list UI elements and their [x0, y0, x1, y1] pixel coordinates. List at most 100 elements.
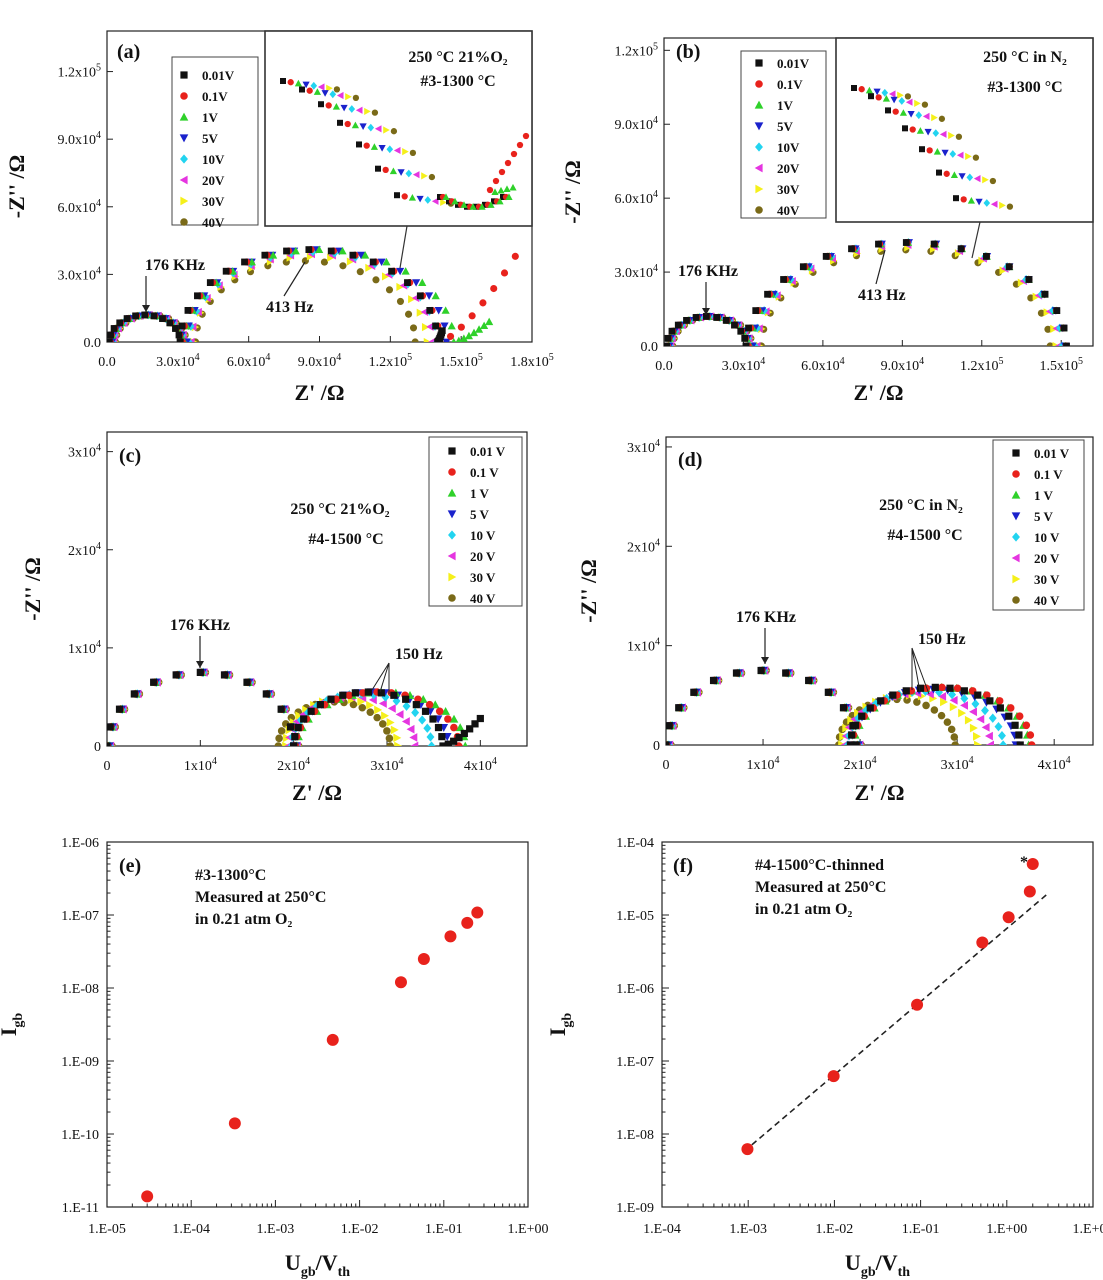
data-point — [150, 678, 158, 686]
panel-label: (f) — [673, 855, 693, 877]
data-point — [1016, 741, 1024, 745]
data-point — [468, 312, 476, 320]
data-point — [150, 312, 158, 320]
data-point — [702, 313, 710, 320]
data-point — [903, 696, 911, 704]
inset-point — [326, 84, 333, 92]
data-point — [722, 316, 730, 324]
inset-point — [1006, 203, 1014, 210]
inset-point — [953, 195, 959, 202]
inset-point — [416, 195, 424, 203]
data-points — [107, 667, 484, 746]
inset-point — [943, 170, 950, 177]
annotation-arrow — [911, 647, 921, 693]
x-tick-label: 1.E-02 — [341, 1222, 379, 1237]
data-point — [315, 245, 324, 254]
legend-label: 30 V — [1034, 572, 1060, 587]
legend-label: 5 V — [470, 507, 490, 522]
legend-marker — [180, 92, 188, 100]
data-point — [408, 295, 416, 304]
annotation-arrowhead — [761, 657, 769, 664]
data-point — [930, 706, 939, 714]
inset-point — [938, 115, 946, 122]
frequency-annotation: 413 Hz — [858, 287, 906, 304]
x-tick-label: 4x104 — [1038, 755, 1071, 773]
data-point — [877, 697, 885, 705]
data-point — [358, 703, 367, 712]
inset-text: #3-1300 °C — [987, 79, 1062, 96]
data-point — [385, 734, 394, 743]
legend-label: 20 V — [1034, 551, 1060, 566]
inset-point — [904, 93, 912, 100]
data-point — [412, 279, 421, 287]
data-point — [196, 668, 204, 677]
data-point — [782, 669, 790, 677]
data-point — [986, 740, 994, 745]
y-tick-label: 0.0 — [84, 336, 102, 351]
inset-point — [875, 94, 882, 101]
data-point — [937, 711, 946, 720]
data-point — [854, 708, 862, 718]
data-point — [287, 713, 296, 722]
inset-point — [881, 88, 889, 97]
data-point — [283, 247, 290, 255]
y-tick-label: 2x104 — [627, 537, 660, 555]
x-tick-label: 1.5x105 — [439, 352, 483, 370]
data-point — [429, 715, 437, 723]
data-point — [1046, 342, 1054, 346]
inset-point — [966, 173, 974, 182]
data-point — [418, 715, 427, 725]
condition-text: 250 °C 21%O₂ — [290, 501, 389, 518]
inset-point — [972, 154, 980, 161]
legend-label: 0.01 V — [470, 444, 506, 459]
data-point — [327, 695, 335, 703]
data-point — [875, 240, 882, 248]
data-point — [426, 732, 435, 742]
data-point — [459, 334, 468, 342]
inset-point — [364, 107, 371, 116]
data-point — [409, 324, 418, 332]
inset-point — [386, 145, 394, 154]
inset-point — [522, 132, 530, 140]
legend-marker — [1012, 532, 1020, 542]
data-point — [846, 741, 854, 745]
data-point — [981, 705, 989, 716]
data-point — [455, 336, 462, 342]
data-point — [490, 284, 498, 293]
inset-point — [999, 201, 1006, 209]
data-point — [957, 245, 965, 253]
inset-pointer — [399, 225, 408, 269]
inset-point — [926, 147, 933, 154]
x-tick-label: 4x104 — [464, 756, 497, 774]
x-tick-label: 3.0x104 — [722, 356, 766, 374]
y-axis-label: -Z'' /Ω — [560, 160, 585, 223]
inset-point — [478, 203, 486, 210]
legend-marker — [448, 572, 457, 582]
data-point — [243, 678, 251, 686]
legend-label: 1V — [777, 98, 794, 113]
legend-marker — [180, 71, 188, 79]
inset-point — [505, 193, 513, 200]
inset-point — [982, 176, 989, 184]
panel-label: (d) — [678, 449, 702, 471]
data-point — [902, 687, 910, 695]
x-tick-label: 1.E-03 — [729, 1222, 767, 1237]
data-point — [976, 936, 989, 949]
data-point — [664, 334, 672, 342]
y-tick-label: 1.E-07 — [616, 1055, 654, 1070]
data-point — [394, 741, 403, 746]
x-tick-label: 9.0x104 — [881, 356, 925, 374]
inset-point — [919, 146, 925, 153]
panel-f: (f) Ugb/Vth Igb 1.E-04 1.E-03 1.E-02 1.E-01 1.E… — [545, 836, 1103, 1280]
data-point — [372, 276, 380, 284]
x-tick-label: 3.0x104 — [156, 352, 200, 370]
annotation-arrowhead — [142, 305, 150, 312]
inset-point — [897, 91, 904, 99]
data-point — [1026, 731, 1035, 739]
inset-point — [451, 197, 459, 205]
x-tick-label: 1.E-02 — [816, 1222, 854, 1237]
legend-marker — [1012, 574, 1021, 584]
data-point — [192, 306, 201, 316]
inset-point — [909, 126, 916, 133]
x-tick-label: 1.E-03 — [257, 1222, 295, 1237]
